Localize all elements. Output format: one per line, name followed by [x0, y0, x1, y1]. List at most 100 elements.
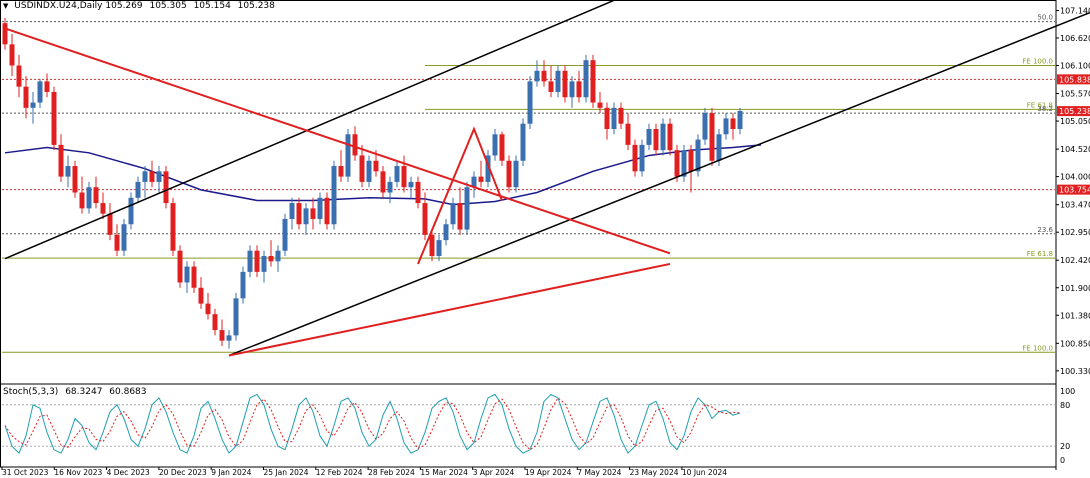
- candle-body: [443, 224, 449, 241]
- candle-body: [156, 171, 162, 182]
- candle-body: [660, 123, 666, 151]
- candle-body: [310, 208, 316, 219]
- candle-body: [632, 144, 638, 172]
- candle-body: [464, 187, 470, 230]
- price-tick-label: 105.050: [1060, 117, 1090, 126]
- candle-body: [100, 203, 106, 214]
- candle-body: [667, 123, 673, 151]
- candle-body: [646, 129, 652, 145]
- red-trend-line: [228, 262, 671, 357]
- price-tick-label: 100.850: [1060, 339, 1090, 348]
- time-tick-label: 4 Dec 2023: [107, 468, 150, 477]
- stoch-level-label: 80: [1060, 401, 1070, 410]
- stoch-level-label: 0: [1060, 456, 1065, 465]
- candle-body: [709, 113, 715, 161]
- candle-body: [618, 107, 624, 124]
- price-tick-label: 104.520: [1060, 145, 1090, 154]
- candle-body: [450, 203, 456, 225]
- candle-body: [282, 218, 288, 251]
- channel-line: [4, 0, 617, 260]
- price-tick-label: 105.570: [1060, 90, 1090, 99]
- price-badge-label: 105.238: [1059, 107, 1090, 116]
- candle-body: [352, 134, 358, 156]
- candle-body: [93, 187, 99, 204]
- candle-body: [457, 203, 463, 230]
- candle-body: [576, 81, 582, 98]
- time-tick-label: 31 Oct 2023: [2, 468, 49, 477]
- candle-body: [128, 197, 134, 225]
- level-label: FE 100.0: [1022, 344, 1053, 352]
- candle-body: [51, 91, 57, 145]
- stoch-header: Stoch(5,3,3) 68.3247 60.8683: [3, 387, 151, 397]
- candle-body: [506, 160, 512, 188]
- candle-body: [541, 70, 547, 82]
- time-tick-label: 15 Mar 2024: [420, 468, 468, 477]
- candle-body: [653, 129, 659, 151]
- time-tick-label: 28 Feb 2024: [368, 468, 415, 477]
- candle-body: [121, 224, 127, 251]
- candle-body: [219, 330, 225, 341]
- candle-body: [562, 70, 568, 98]
- stoch-title: Stoch(5,3,3): [3, 387, 59, 397]
- candle-body: [163, 171, 169, 204]
- candle-body: [149, 171, 155, 182]
- candle-body: [254, 250, 260, 272]
- candle-body: [226, 335, 232, 341]
- stoch-level-label: 20: [1060, 442, 1070, 451]
- price-tick-label: 106.100: [1060, 62, 1090, 71]
- candle-body: [401, 166, 407, 188]
- trend-lines: [4, 0, 1090, 357]
- candle-body: [240, 271, 246, 299]
- channel-line: [228, 11, 1090, 357]
- time-tick-label: 23 May 2024: [630, 468, 679, 477]
- candle-body: [611, 107, 617, 129]
- stoch-level-label: 100: [1060, 387, 1075, 396]
- candle-body: [373, 160, 379, 172]
- candle-body: [513, 160, 519, 188]
- candle-body: [170, 203, 176, 251]
- candle-body: [422, 203, 428, 235]
- candle-body: [569, 81, 575, 98]
- candle-body: [72, 166, 78, 193]
- candle-body: [604, 107, 610, 129]
- candle-body: [247, 250, 253, 272]
- candle-body: [37, 81, 43, 103]
- candle-body: [303, 208, 309, 225]
- price-tick-label: 101.380: [1060, 311, 1090, 320]
- candle-body: [198, 287, 204, 304]
- time-tick-label: 12 Feb 2024: [316, 468, 363, 477]
- open-value: 105.269: [105, 1, 143, 11]
- level-label: FE 61.8: [1027, 250, 1053, 258]
- candle-body: [597, 102, 603, 108]
- candle-body: [436, 240, 442, 256]
- level-label: 50.0: [1037, 14, 1053, 22]
- time-tick-label: 19 Apr 2024: [525, 468, 572, 477]
- candle-body: [79, 192, 85, 209]
- candle-body: [520, 123, 526, 161]
- candle-body: [205, 303, 211, 315]
- time-tick-label: 3 Apr 2024: [473, 468, 515, 477]
- candle-body: [688, 150, 694, 172]
- candles: [2, 17, 743, 349]
- candle-body: [723, 118, 729, 135]
- candle-body: [681, 150, 687, 177]
- candle-body: [184, 266, 190, 283]
- candle-body: [359, 155, 365, 182]
- candle-body: [317, 197, 323, 219]
- candle-body: [527, 81, 533, 124]
- candle-body: [380, 171, 386, 193]
- red-trend-line: [417, 126, 503, 265]
- candle-body: [338, 166, 344, 177]
- price-tick-label: 103.470: [1060, 201, 1090, 210]
- candle-body: [387, 181, 393, 193]
- time-tick-label: 20 Dec 2023: [159, 468, 207, 477]
- time-tick-label: 16 Nov 2023: [54, 468, 102, 477]
- time-tick-label: 10 Jun 2024: [682, 468, 727, 477]
- level-label: FE 100.0: [1022, 58, 1053, 66]
- symbol-dropdown-icon[interactable]: ▼: [3, 2, 9, 10]
- price-tick-label: 107.140: [1060, 6, 1090, 15]
- panel-frame: [0, 0, 1057, 468]
- low-value: 105.154: [193, 1, 231, 11]
- candle-body: [737, 111, 743, 129]
